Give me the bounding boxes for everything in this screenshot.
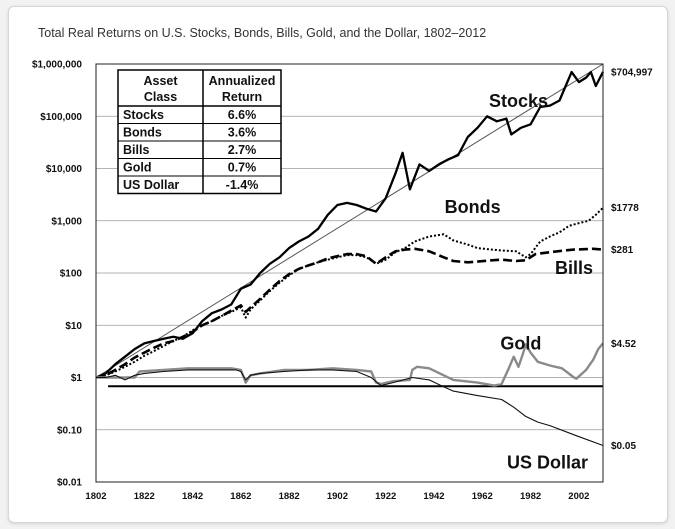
table-cell-return: 3.6% — [228, 126, 257, 140]
y-tick-label: $1,000,000 — [32, 60, 82, 71]
end-value-stocks: $704,997 — [611, 67, 653, 78]
y-axis-ticks: $0.01 $0.10 $1 $10 $100 $1,000 $10,000 $100,000… — [32, 60, 82, 489]
x-tick-label: 1882 — [279, 491, 300, 502]
end-value-bills: $281 — [611, 245, 634, 256]
table-cell-return: 2.7% — [228, 143, 257, 157]
table-header-cell: Return — [222, 90, 262, 104]
chart-card: Total Real Returns on U.S. Stocks, Bonds… — [8, 6, 668, 523]
series-line-us-dollar — [96, 369, 604, 447]
end-value-gold: $4.52 — [611, 339, 636, 350]
table-cell-asset: Stocks — [123, 108, 164, 122]
plot-frame — [95, 63, 604, 483]
x-tick-label: 1962 — [472, 491, 493, 502]
table-header-cell: Annualized — [209, 74, 276, 88]
end-value-us-dollar: $0.05 — [611, 441, 636, 452]
x-tick-label: 1922 — [375, 491, 396, 502]
table-cell-asset: Bills — [123, 143, 149, 157]
x-tick-label: 1862 — [230, 491, 251, 502]
y-tick-label: $1,000 — [51, 216, 82, 227]
x-tick-label: 1842 — [182, 491, 203, 502]
y-tick-label: $0.10 — [57, 425, 82, 436]
y-tick-label: $100,000 — [40, 112, 82, 123]
series-line-bills — [95, 247, 604, 379]
y-tick-label: $1 — [71, 373, 83, 384]
table-header-cell: Class — [144, 90, 177, 104]
table-cell-asset: Gold — [123, 161, 151, 175]
series-label-stocks: Stocks — [489, 91, 548, 111]
table-cell-return: 0.7% — [228, 161, 257, 175]
end-value-labels: $704,997 $1778 $281 $4.52 $0.05 — [611, 67, 653, 452]
table-cell-asset: Bonds — [123, 126, 162, 140]
table-header-cell: Asset — [143, 74, 178, 88]
table-frame — [117, 69, 282, 195]
x-tick-label: 1942 — [423, 491, 444, 502]
return-table: Asset Class Annualized Return Stocks 6.6% Bond… — [117, 69, 282, 195]
table-cell-return: 6.6% — [228, 108, 257, 122]
x-tick-label: 1822 — [134, 491, 155, 502]
x-tick-label: 1982 — [520, 491, 541, 502]
y-tick-label: $100 — [60, 269, 83, 280]
trend-line — [95, 63, 604, 378]
x-tick-label: 2002 — [568, 491, 589, 502]
series-label-us-dollar: US Dollar — [507, 453, 588, 473]
chart-title: Total Real Returns on U.S. Stocks, Bonds… — [38, 26, 486, 40]
x-tick-label: 1902 — [327, 491, 348, 502]
y-tick-label: $10,000 — [46, 164, 83, 175]
series-label-bonds: Bonds — [445, 197, 501, 217]
series-line-gold — [96, 342, 604, 387]
series-label-gold: Gold — [500, 334, 541, 354]
x-tick-label: 1802 — [85, 491, 106, 502]
y-tick-label: $0.01 — [57, 478, 82, 489]
series-lines — [95, 70, 605, 447]
x-axis-ticks: 1802 1822 1842 1862 1882 1902 1922 1942 1962 1982… — [85, 491, 589, 502]
y-tick-label: $10 — [65, 321, 82, 332]
series-line-stocks — [95, 70, 605, 379]
table-cell-asset: US Dollar — [123, 178, 179, 192]
chart-svg: Total Real Returns on U.S. Stocks, Bonds… — [32, 26, 653, 502]
series-label-bills: Bills — [555, 258, 593, 278]
end-value-bonds: $1778 — [611, 203, 639, 214]
series-labels: Stocks Bonds Bills Gold US Dollar — [445, 91, 593, 473]
table-cell-return: -1.4% — [226, 178, 259, 192]
